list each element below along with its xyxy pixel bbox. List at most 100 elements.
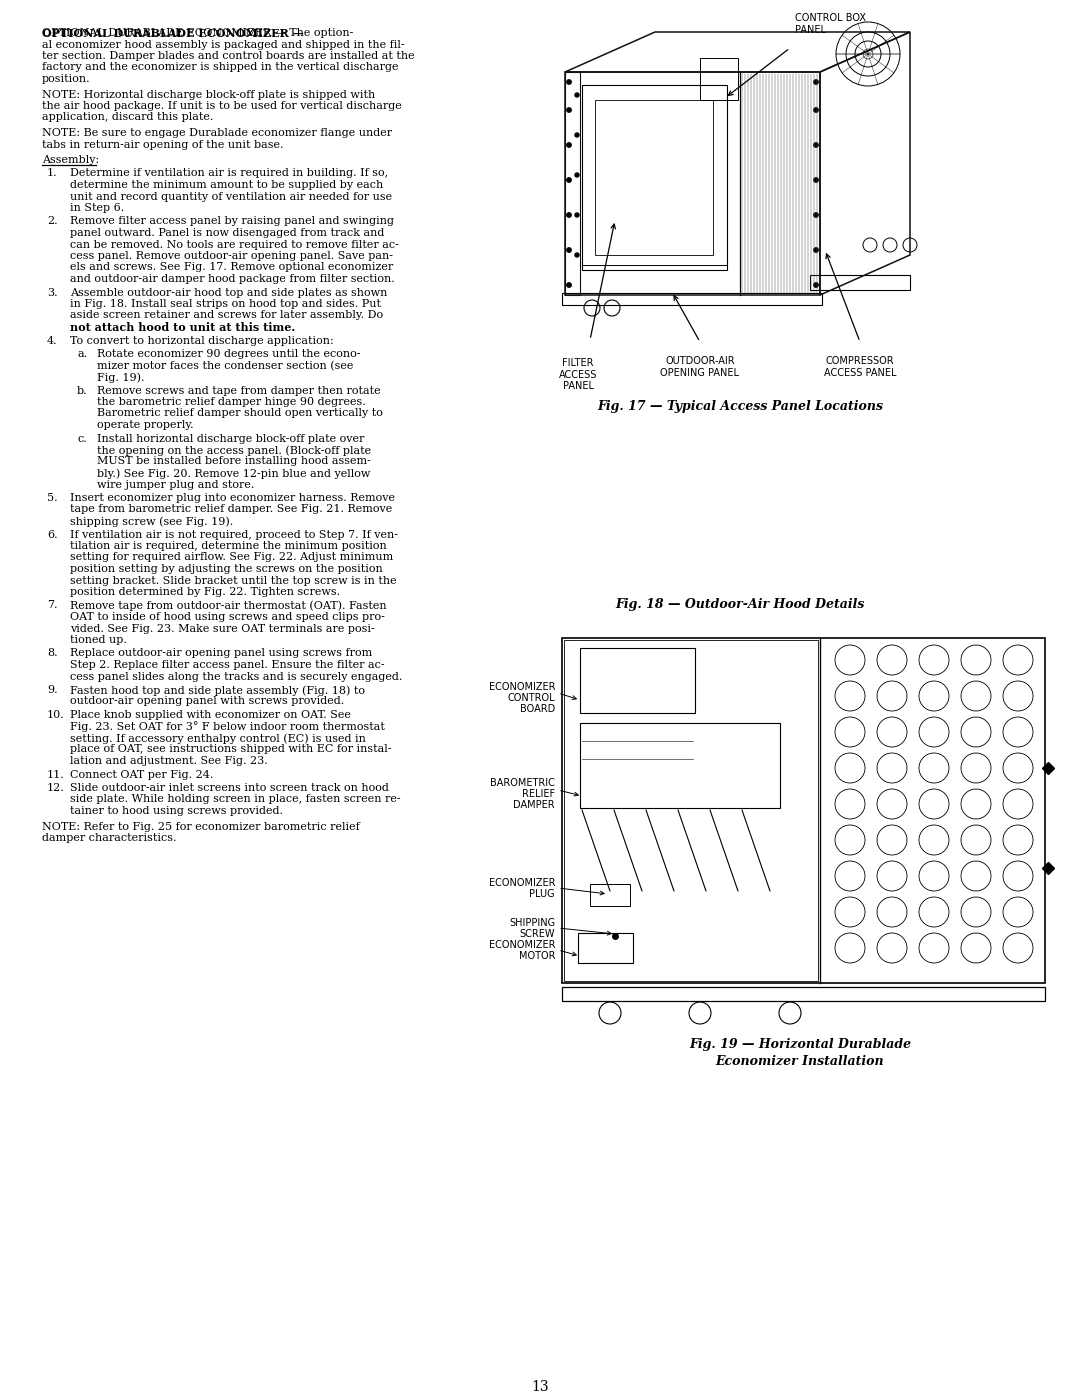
Text: 13: 13 bbox=[531, 1380, 549, 1394]
Bar bbox=[580, 648, 696, 712]
Text: tioned up.: tioned up. bbox=[70, 636, 126, 645]
Text: position.: position. bbox=[42, 74, 91, 84]
Text: 12.: 12. bbox=[48, 782, 65, 793]
Text: Assemble outdoor-air hood top and side plates as shown: Assemble outdoor-air hood top and side p… bbox=[70, 288, 388, 298]
Text: wire jumper plug and store.: wire jumper plug and store. bbox=[97, 479, 255, 489]
Text: lation and adjustment. See Fig. 23.: lation and adjustment. See Fig. 23. bbox=[70, 756, 268, 766]
Text: 9.: 9. bbox=[48, 685, 57, 694]
Circle shape bbox=[567, 142, 571, 147]
Text: OUTDOOR-AIR
OPENING PANEL: OUTDOOR-AIR OPENING PANEL bbox=[661, 356, 740, 377]
Text: position determined by Fig. 22. Tighten screws.: position determined by Fig. 22. Tighten … bbox=[70, 587, 340, 597]
Text: shipping screw (see Fig. 19).: shipping screw (see Fig. 19). bbox=[70, 515, 233, 527]
Text: SHIPPING
SCREW: SHIPPING SCREW bbox=[509, 918, 555, 939]
Text: Slide outdoor-air inlet screens into screen track on hood: Slide outdoor-air inlet screens into scr… bbox=[70, 782, 389, 793]
Text: in Fig. 18. Install seal strips on hood top and sides. Put: in Fig. 18. Install seal strips on hood … bbox=[70, 299, 381, 309]
Text: c.: c. bbox=[77, 433, 86, 443]
Bar bbox=[595, 101, 713, 256]
Text: Fig. 17 — Typical Access Panel Locations: Fig. 17 — Typical Access Panel Locations bbox=[597, 400, 883, 414]
Text: 2.: 2. bbox=[48, 217, 57, 226]
Text: FILTER
ACCESS
PANEL: FILTER ACCESS PANEL bbox=[558, 358, 597, 391]
Text: Remove tape from outdoor-air thermostat (OAT). Fasten: Remove tape from outdoor-air thermostat … bbox=[70, 601, 387, 610]
Text: not attach hood to unit at this time.: not attach hood to unit at this time. bbox=[70, 321, 295, 332]
Text: place of OAT, see instructions shipped with EC for instal-: place of OAT, see instructions shipped w… bbox=[70, 745, 391, 754]
Text: Fig. 23. Set OAT for 3° F below indoor room thermostat: Fig. 23. Set OAT for 3° F below indoor r… bbox=[70, 721, 384, 732]
Text: tape from barometric relief damper. See Fig. 21. Remove: tape from barometric relief damper. See … bbox=[70, 504, 392, 514]
Text: mizer motor faces the condenser section (see: mizer motor faces the condenser section … bbox=[97, 360, 353, 370]
Text: and outdoor-air damper hood package from filter section.: and outdoor-air damper hood package from… bbox=[70, 274, 395, 284]
Text: NOTE: Refer to Fig. 25 for economizer barometric relief: NOTE: Refer to Fig. 25 for economizer ba… bbox=[42, 821, 360, 831]
Text: al economizer hood assembly is packaged and shipped in the fil-: al economizer hood assembly is packaged … bbox=[42, 39, 405, 49]
Text: setting bracket. Slide bracket until the top screw is in the: setting bracket. Slide bracket until the… bbox=[70, 576, 396, 585]
Circle shape bbox=[567, 247, 571, 253]
Bar bbox=[562, 988, 1045, 1002]
Text: ECONOMIZER
PLUG: ECONOMIZER PLUG bbox=[488, 877, 555, 900]
Text: operate properly.: operate properly. bbox=[97, 420, 193, 430]
Text: setting. If accessory enthalpy control (EC) is used in: setting. If accessory enthalpy control (… bbox=[70, 733, 366, 743]
Bar bbox=[564, 640, 818, 981]
Text: determine the minimum amount to be supplied by each: determine the minimum amount to be suppl… bbox=[70, 180, 383, 190]
Text: Connect OAT per Fig. 24.: Connect OAT per Fig. 24. bbox=[70, 770, 214, 780]
Text: OPTIONAL DURABLADE ECONOMIZER — The option-: OPTIONAL DURABLADE ECONOMIZER — The opti… bbox=[42, 28, 353, 38]
Circle shape bbox=[814, 108, 819, 112]
Text: aside screen retainer and screws for later assembly. Do: aside screen retainer and screws for lat… bbox=[70, 310, 383, 320]
Bar bbox=[582, 85, 727, 265]
Circle shape bbox=[567, 108, 571, 112]
Text: ECONOMIZER
MOTOR: ECONOMIZER MOTOR bbox=[488, 940, 555, 961]
Text: setting for required airflow. See Fig. 22. Adjust minimum: setting for required airflow. See Fig. 2… bbox=[70, 552, 393, 563]
Text: 7.: 7. bbox=[48, 601, 57, 610]
Text: factory and the economizer is shipped in the vertical discharge: factory and the economizer is shipped in… bbox=[42, 63, 399, 73]
Text: the opening on the access panel. (Block-off plate: the opening on the access panel. (Block-… bbox=[97, 446, 372, 455]
Circle shape bbox=[567, 212, 571, 217]
Text: Fig. 18 — Outdoor-Air Hood Details: Fig. 18 — Outdoor-Air Hood Details bbox=[616, 598, 865, 610]
Text: 6.: 6. bbox=[48, 529, 57, 539]
Bar bbox=[562, 293, 822, 305]
Text: ter section. Damper blades and control boards are installed at the: ter section. Damper blades and control b… bbox=[42, 52, 415, 61]
Circle shape bbox=[814, 142, 819, 147]
Text: the air hood package. If unit is to be used for vertical discharge: the air hood package. If unit is to be u… bbox=[42, 101, 402, 110]
Bar bbox=[582, 85, 727, 270]
Text: a.: a. bbox=[77, 349, 87, 359]
Text: tainer to hood using screws provided.: tainer to hood using screws provided. bbox=[70, 806, 283, 816]
Circle shape bbox=[814, 212, 819, 217]
Text: cess panel slides along the tracks and is securely engaged.: cess panel slides along the tracks and i… bbox=[70, 672, 403, 682]
Circle shape bbox=[575, 94, 579, 96]
Circle shape bbox=[814, 282, 819, 288]
Text: BAROMETRIC
RELIEF
DAMPER: BAROMETRIC RELIEF DAMPER bbox=[490, 778, 555, 810]
Circle shape bbox=[575, 133, 579, 137]
Text: ECONOMIZER
CONTROL
BOARD: ECONOMIZER CONTROL BOARD bbox=[488, 682, 555, 714]
Circle shape bbox=[814, 177, 819, 182]
Text: in Step 6.: in Step 6. bbox=[70, 203, 124, 212]
Text: Assembly:: Assembly: bbox=[42, 155, 99, 165]
Text: Insert economizer plug into economizer harness. Remove: Insert economizer plug into economizer h… bbox=[70, 493, 395, 503]
Text: Fig. 19).: Fig. 19). bbox=[97, 372, 145, 383]
Circle shape bbox=[814, 80, 819, 84]
Text: bly.) See Fig. 20. Remove 12-pin blue and yellow: bly.) See Fig. 20. Remove 12-pin blue an… bbox=[97, 468, 370, 479]
Text: can be removed. No tools are required to remove filter ac-: can be removed. No tools are required to… bbox=[70, 239, 399, 250]
Text: tabs in return-air opening of the unit base.: tabs in return-air opening of the unit b… bbox=[42, 140, 283, 149]
Text: 5.: 5. bbox=[48, 493, 57, 503]
Bar bbox=[578, 933, 633, 963]
Text: the barometric relief damper hinge 90 degrees.: the barometric relief damper hinge 90 de… bbox=[97, 397, 366, 407]
Bar bbox=[580, 724, 780, 807]
Text: 10.: 10. bbox=[48, 710, 65, 719]
Circle shape bbox=[575, 212, 579, 217]
Text: CONTROL BOX
PANEL: CONTROL BOX PANEL bbox=[795, 14, 866, 35]
Text: Remove screws and tape from damper then rotate: Remove screws and tape from damper then … bbox=[97, 386, 380, 395]
Text: OAT to inside of hood using screws and speed clips pro-: OAT to inside of hood using screws and s… bbox=[70, 612, 384, 622]
Text: tilation air is required, determine the minimum position: tilation air is required, determine the … bbox=[70, 541, 387, 550]
Text: MUST be installed before installing hood assem-: MUST be installed before installing hood… bbox=[97, 457, 370, 467]
Text: Determine if ventilation air is required in building. If so,: Determine if ventilation air is required… bbox=[70, 169, 388, 179]
Text: 11.: 11. bbox=[48, 770, 65, 780]
Text: Place knob supplied with economizer on OAT. See: Place knob supplied with economizer on O… bbox=[70, 710, 351, 719]
Bar bbox=[700, 59, 738, 101]
Text: Replace outdoor-air opening panel using screws from: Replace outdoor-air opening panel using … bbox=[70, 648, 373, 658]
Circle shape bbox=[567, 177, 571, 182]
Circle shape bbox=[575, 173, 579, 177]
Text: Rotate economizer 90 degrees until the econo-: Rotate economizer 90 degrees until the e… bbox=[97, 349, 361, 359]
Text: If ventilation air is not required, proceed to Step 7. If ven-: If ventilation air is not required, proc… bbox=[70, 529, 399, 539]
Text: panel outward. Panel is now disengaged from track and: panel outward. Panel is now disengaged f… bbox=[70, 228, 384, 237]
Text: outdoor-air opening panel with screws provided.: outdoor-air opening panel with screws pr… bbox=[70, 697, 345, 707]
Text: 3.: 3. bbox=[48, 288, 57, 298]
Bar bbox=[562, 638, 1045, 983]
Text: position setting by adjusting the screws on the position: position setting by adjusting the screws… bbox=[70, 564, 382, 574]
